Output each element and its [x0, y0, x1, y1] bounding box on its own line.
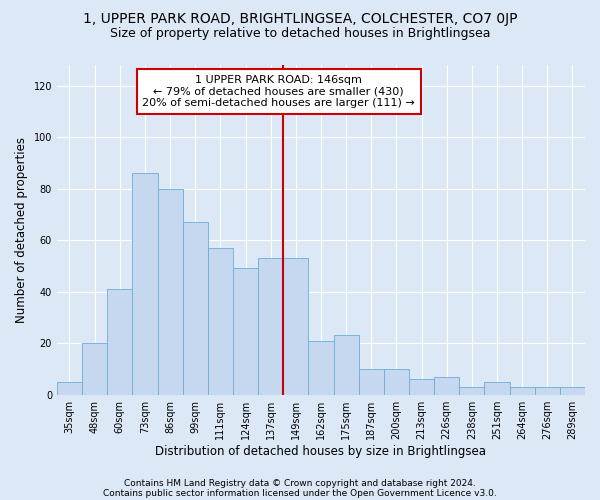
Bar — [182, 222, 208, 394]
Bar — [133, 173, 158, 394]
Bar — [308, 340, 334, 394]
Text: 1, UPPER PARK ROAD, BRIGHTLINGSEA, COLCHESTER, CO7 0JP: 1, UPPER PARK ROAD, BRIGHTLINGSEA, COLCH… — [83, 12, 517, 26]
Bar — [107, 289, 133, 395]
Bar — [560, 387, 585, 394]
Bar — [158, 188, 182, 394]
Bar — [484, 382, 509, 394]
Bar — [384, 369, 409, 394]
Bar — [208, 248, 233, 394]
Bar — [409, 380, 434, 394]
Bar — [283, 258, 308, 394]
Text: Size of property relative to detached houses in Brightlingsea: Size of property relative to detached ho… — [110, 28, 490, 40]
Bar — [459, 387, 484, 394]
Bar — [334, 336, 359, 394]
X-axis label: Distribution of detached houses by size in Brightlingsea: Distribution of detached houses by size … — [155, 444, 487, 458]
Bar — [509, 387, 535, 394]
Bar — [434, 376, 459, 394]
Bar — [535, 387, 560, 394]
Bar — [359, 369, 384, 394]
Bar — [82, 343, 107, 394]
Bar — [258, 258, 283, 394]
Y-axis label: Number of detached properties: Number of detached properties — [15, 137, 28, 323]
Text: 1 UPPER PARK ROAD: 146sqm
← 79% of detached houses are smaller (430)
20% of semi: 1 UPPER PARK ROAD: 146sqm ← 79% of detac… — [142, 75, 415, 108]
Text: Contains HM Land Registry data © Crown copyright and database right 2024.: Contains HM Land Registry data © Crown c… — [124, 478, 476, 488]
Bar — [57, 382, 82, 394]
Text: Contains public sector information licensed under the Open Government Licence v3: Contains public sector information licen… — [103, 488, 497, 498]
Bar — [233, 268, 258, 394]
